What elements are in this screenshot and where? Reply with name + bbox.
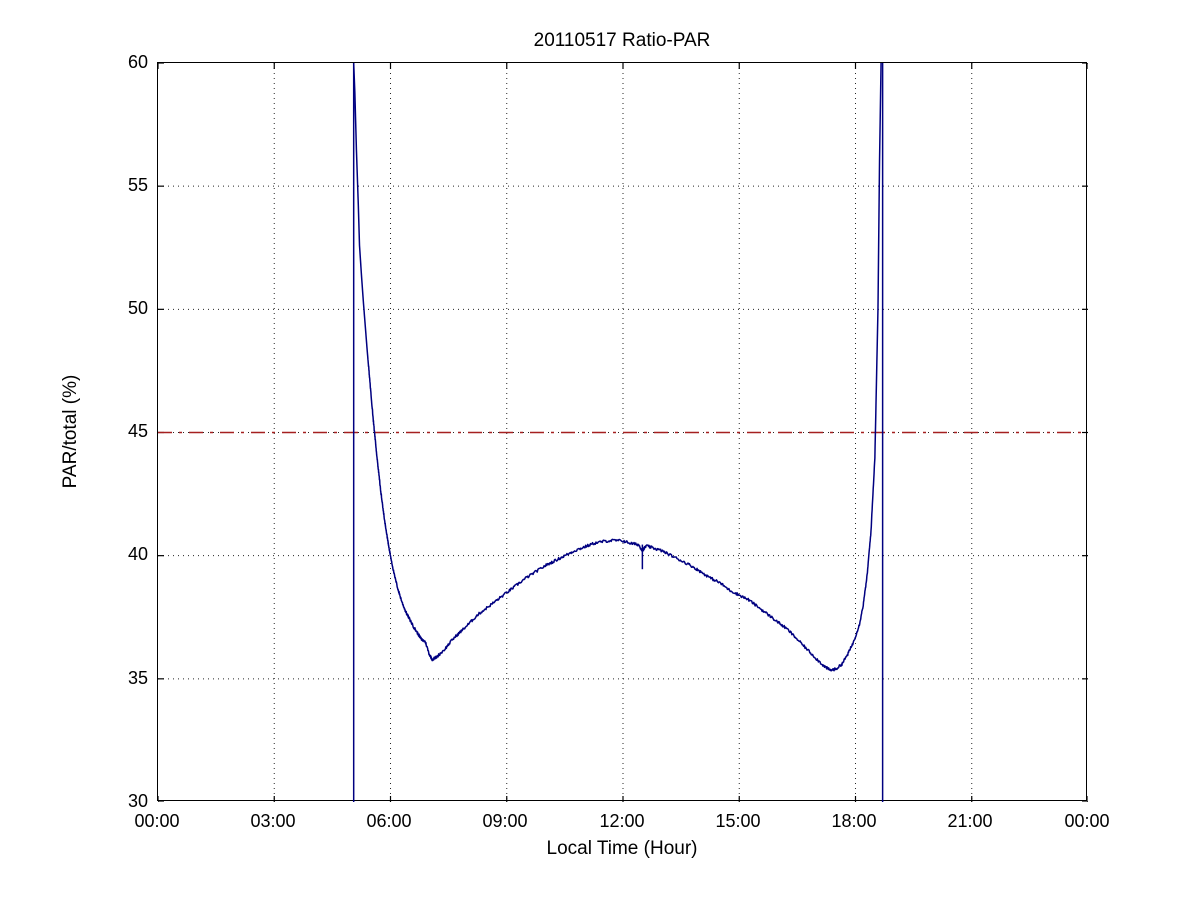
y-tick-labels: 60 55 50 45 40 35 30: [60, 0, 148, 901]
y-tick-label: 40: [127, 544, 148, 564]
off-scale-clip-lines: [352, 63, 884, 802]
plot-svg: [158, 63, 1088, 802]
x-tick-label: 00:00: [1064, 811, 1110, 831]
x-tick-label: 06:00: [366, 811, 412, 831]
y-tick-label: 60: [127, 52, 148, 72]
x-tick-label: 21:00: [947, 811, 993, 831]
x-tick-label: 09:00: [482, 811, 528, 831]
x-tick-label: 12:00: [599, 811, 645, 831]
x-tick-label: 15:00: [715, 811, 761, 831]
chart-title: 20110517 Ratio-PAR: [533, 30, 711, 51]
x-axis-label: Local Time (Hour): [546, 838, 698, 859]
y-tick-label: 55: [127, 175, 148, 195]
x-tick-label: 00:00: [134, 811, 180, 831]
plot-area[interactable]: [157, 62, 1088, 802]
y-tick-label: 35: [127, 668, 148, 688]
ratio-par-data-line: [352, 63, 882, 672]
y-tick-label: 30: [127, 791, 148, 811]
x-tick-label: 03:00: [250, 811, 296, 831]
y-tick-label: 50: [127, 298, 148, 318]
y-tick-label: 45: [127, 421, 148, 441]
x-tick-label: 18:00: [831, 811, 877, 831]
